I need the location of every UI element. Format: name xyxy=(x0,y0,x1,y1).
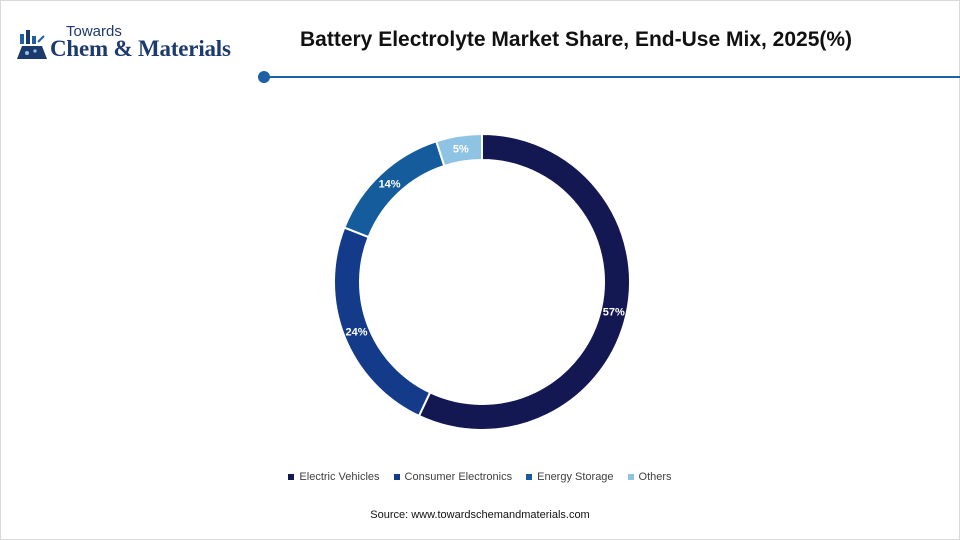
data-label: 24% xyxy=(345,327,367,339)
source-note: Source: www.towardschemandmaterials.com xyxy=(370,509,590,521)
donut-slice-electric-vehicles xyxy=(417,132,631,431)
legend-item: Others xyxy=(627,471,672,483)
legend-label: Electric Vehicles xyxy=(299,471,380,483)
legend-swatch xyxy=(393,474,400,480)
legend-swatch xyxy=(526,474,533,480)
legend-item: Consumer Electronics xyxy=(393,471,513,483)
donut-chart: 57% 24% 14% 5% xyxy=(333,132,631,431)
data-label: 14% xyxy=(379,179,401,191)
logo-line-1: Towards xyxy=(66,23,122,40)
legend-item: Energy Storage xyxy=(526,471,614,483)
title-divider xyxy=(264,76,960,78)
donut-slice-others xyxy=(435,132,483,168)
legend-label: Others xyxy=(638,471,672,483)
brand-logo: Towards Chem & Materials xyxy=(14,22,254,66)
legend-label: Energy Storage xyxy=(537,471,614,483)
legend-swatch xyxy=(627,474,634,480)
data-label: 5% xyxy=(453,144,469,156)
legend-swatch xyxy=(288,474,295,480)
chart-legend: Electric Vehicles Consumer Electronics Ene… xyxy=(0,471,960,483)
logo-line-2: Chem & Materials xyxy=(50,36,231,61)
chart-title: Battery Electrolyte Market Share, End-Us… xyxy=(300,28,853,51)
flask-icon xyxy=(17,30,47,59)
legend-item: Electric Vehicles xyxy=(288,471,380,483)
divider-dot xyxy=(258,71,270,83)
donut-slice-consumer-electronics xyxy=(333,226,432,418)
data-label: 57% xyxy=(603,306,625,318)
legend-label: Consumer Electronics xyxy=(404,471,513,483)
